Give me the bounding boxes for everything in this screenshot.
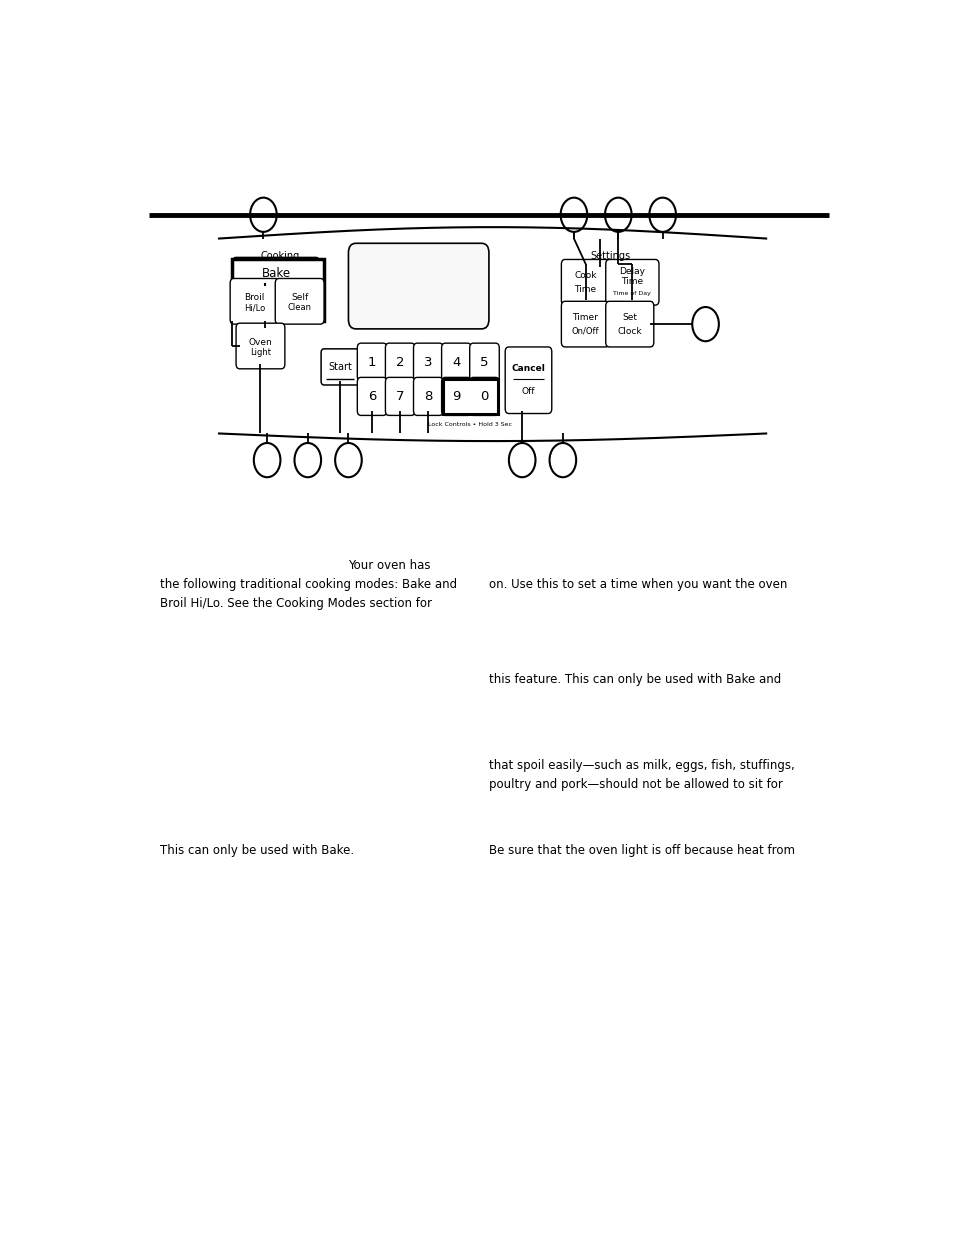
Text: Settings: Settings (590, 251, 630, 261)
FancyBboxPatch shape (275, 278, 324, 324)
Text: on. Use this to set a time when you want the oven: on. Use this to set a time when you want… (488, 578, 786, 592)
Text: 2: 2 (395, 356, 404, 369)
Text: Time: Time (574, 285, 596, 294)
Circle shape (335, 443, 361, 477)
FancyBboxPatch shape (560, 301, 609, 347)
Text: 0: 0 (479, 390, 488, 403)
Text: Bake: Bake (261, 267, 291, 280)
Circle shape (508, 443, 535, 477)
FancyBboxPatch shape (385, 343, 415, 382)
Text: Broil: Broil (244, 293, 265, 303)
FancyBboxPatch shape (357, 343, 387, 382)
Text: 6: 6 (368, 390, 375, 403)
Text: 8: 8 (424, 390, 432, 403)
Text: 9: 9 (452, 390, 460, 403)
Circle shape (250, 198, 276, 232)
Text: Timer: Timer (572, 314, 598, 322)
FancyBboxPatch shape (469, 343, 498, 382)
Text: 7: 7 (395, 390, 404, 403)
Text: 1: 1 (368, 356, 376, 369)
Circle shape (253, 443, 280, 477)
Text: Cook: Cook (574, 272, 596, 280)
FancyBboxPatch shape (441, 378, 471, 415)
Text: Be sure that the oven light is off because heat from: Be sure that the oven light is off becau… (488, 845, 794, 857)
Text: This can only be used with Bake.: This can only be used with Bake. (160, 845, 354, 857)
Text: 3: 3 (423, 356, 432, 369)
Text: Hi/Lo: Hi/Lo (244, 304, 265, 312)
Text: Time: Time (620, 277, 642, 287)
Circle shape (294, 443, 321, 477)
Bar (442, 379, 497, 414)
FancyBboxPatch shape (605, 259, 659, 305)
Circle shape (549, 443, 576, 477)
Bar (232, 258, 324, 321)
Circle shape (692, 308, 719, 341)
Text: that spoil easily—such as milk, eggs, fish, stuffings,: that spoil easily—such as milk, eggs, fi… (488, 758, 794, 772)
Text: 4: 4 (452, 356, 460, 369)
Text: this feature. This can only be used with Bake and: this feature. This can only be used with… (488, 673, 781, 687)
Text: the following traditional cooking modes: Bake and: the following traditional cooking modes:… (160, 578, 456, 592)
Text: Start: Start (328, 362, 352, 372)
FancyBboxPatch shape (505, 347, 551, 414)
FancyBboxPatch shape (230, 278, 278, 324)
Text: Delay: Delay (618, 267, 644, 275)
Text: Broil Hi/Lo. See the Cooking Modes section for: Broil Hi/Lo. See the Cooking Modes secti… (160, 597, 432, 610)
FancyBboxPatch shape (560, 259, 609, 305)
Text: Oven: Oven (249, 337, 272, 347)
Text: Light: Light (250, 348, 271, 357)
Text: Self: Self (291, 293, 308, 303)
FancyBboxPatch shape (469, 378, 498, 415)
FancyBboxPatch shape (385, 378, 415, 415)
Text: Lock Controls • Hold 3 Sec: Lock Controls • Hold 3 Sec (428, 422, 512, 427)
FancyBboxPatch shape (357, 378, 387, 415)
Text: 5: 5 (479, 356, 488, 369)
Text: Off: Off (521, 387, 535, 396)
Text: Your oven has: Your oven has (348, 559, 430, 572)
FancyBboxPatch shape (441, 343, 471, 382)
FancyBboxPatch shape (413, 343, 442, 382)
Text: poultry and pork—should not be allowed to sit for: poultry and pork—should not be allowed t… (488, 778, 782, 790)
Text: Clock: Clock (617, 327, 641, 336)
FancyBboxPatch shape (233, 258, 318, 290)
Text: Cancel: Cancel (511, 364, 545, 373)
Circle shape (604, 198, 631, 232)
Circle shape (649, 198, 676, 232)
Text: Time of Day: Time of Day (613, 291, 651, 296)
Text: Set: Set (621, 314, 637, 322)
FancyBboxPatch shape (605, 301, 653, 347)
FancyBboxPatch shape (321, 348, 359, 385)
FancyBboxPatch shape (348, 243, 488, 329)
Text: Clean: Clean (288, 304, 312, 312)
Circle shape (560, 198, 587, 232)
FancyBboxPatch shape (413, 378, 442, 415)
Text: Cooking: Cooking (260, 251, 300, 261)
Text: On/Off: On/Off (571, 327, 598, 336)
FancyBboxPatch shape (235, 324, 285, 369)
